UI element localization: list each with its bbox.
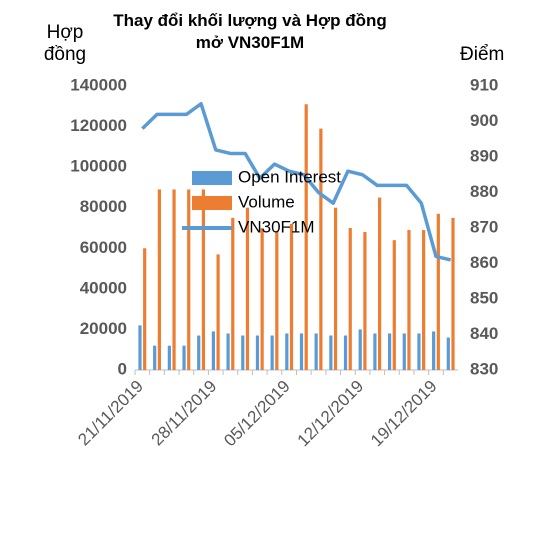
y2-tick-label: 860 xyxy=(470,253,498,272)
y-tick-label: 100000 xyxy=(70,157,127,176)
legend-label: VN30F1M xyxy=(238,217,315,236)
x-tick-label: 21/11/2019 xyxy=(74,377,147,450)
x-tick-label: 28/11/2019 xyxy=(148,377,221,450)
x-tick-label: 12/12/2019 xyxy=(294,377,368,451)
chart-title: Thay đổi khối lượng và Hợp đồng mở VN30F… xyxy=(113,11,387,52)
bar xyxy=(231,217,235,370)
bar xyxy=(363,232,367,370)
y2-tick-label: 880 xyxy=(470,182,498,201)
y-tick-label: 80000 xyxy=(80,197,127,216)
legend-swatch xyxy=(192,196,232,210)
y2-axis-label: Điểm xyxy=(460,44,505,65)
y2-tick-label: 870 xyxy=(470,217,498,236)
bar xyxy=(358,329,362,370)
y2-tick-label: 830 xyxy=(470,359,498,378)
bar xyxy=(201,189,206,370)
bar xyxy=(275,232,279,370)
bar xyxy=(260,228,264,370)
bar xyxy=(436,213,440,370)
y2-tick-label: 900 xyxy=(470,111,498,130)
bar xyxy=(197,335,201,370)
bar xyxy=(270,335,274,370)
y-tick-label: 20000 xyxy=(80,319,127,338)
bar xyxy=(319,128,323,370)
y2-tick-label: 850 xyxy=(470,288,498,307)
bar xyxy=(417,333,421,370)
bar xyxy=(378,197,382,370)
legend-label: Open Interest xyxy=(238,167,341,186)
bar xyxy=(255,335,260,370)
bar xyxy=(216,254,220,370)
bar xyxy=(343,335,348,370)
bar xyxy=(285,333,289,370)
legend-swatch xyxy=(192,171,232,185)
bar xyxy=(289,223,294,370)
bar xyxy=(446,337,450,370)
y-tick-label: 60000 xyxy=(80,238,127,257)
bar xyxy=(182,345,186,370)
bar xyxy=(329,335,333,370)
x-tick-label: 19/12/2019 xyxy=(367,377,441,451)
bar xyxy=(304,104,308,370)
y-tick-label: 140000 xyxy=(70,75,127,94)
bar xyxy=(226,333,230,370)
y-axis-label: Hợp đồng xyxy=(43,22,87,65)
y2-tick-label: 910 xyxy=(470,75,498,94)
bar xyxy=(348,228,352,370)
bar xyxy=(402,333,406,370)
bar xyxy=(432,331,436,370)
bar xyxy=(172,189,176,370)
bar xyxy=(407,230,411,370)
bar xyxy=(299,333,304,370)
bar xyxy=(211,331,215,370)
bar xyxy=(451,217,455,370)
bar xyxy=(392,240,396,370)
y-tick-label: 120000 xyxy=(70,116,127,135)
y-tick-label: 0 xyxy=(118,359,127,378)
bar xyxy=(167,345,171,370)
bar xyxy=(143,248,147,370)
x-tick-label: 05/12/2019 xyxy=(220,377,294,451)
bar xyxy=(153,345,157,370)
bar xyxy=(314,333,318,370)
y2-tick-label: 890 xyxy=(470,146,498,165)
bar xyxy=(333,207,338,370)
y-tick-label: 40000 xyxy=(80,278,127,297)
line xyxy=(141,102,452,262)
bar xyxy=(245,207,250,370)
bar xyxy=(373,333,377,370)
legend-label: Volume xyxy=(238,192,295,211)
bar xyxy=(138,325,142,370)
bar xyxy=(241,335,245,370)
y2-tick-label: 840 xyxy=(470,324,498,343)
bar xyxy=(387,333,392,370)
bar xyxy=(422,230,426,370)
bar xyxy=(187,189,191,370)
bar xyxy=(157,189,161,370)
